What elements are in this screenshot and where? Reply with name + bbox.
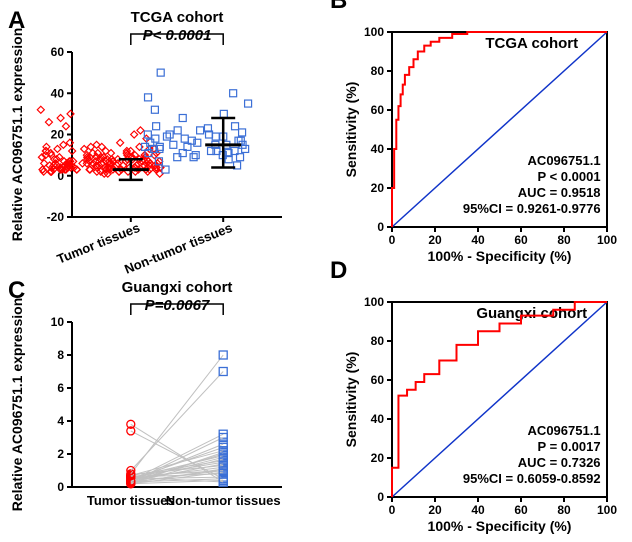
panel-b-stat-1: P < 0.0001: [538, 169, 601, 184]
panel-a-ytick-label: -20: [47, 210, 65, 224]
panel-a-point-tumor: [54, 145, 61, 152]
panel-a-point-tumor: [60, 141, 67, 148]
panel-a-point-nontumor: [153, 123, 160, 130]
panel-b-ytick-label: 40: [371, 142, 385, 156]
panel-c-ytick-label: 4: [57, 414, 64, 428]
panel-a-point-nontumor: [232, 123, 239, 130]
panel-c-ylabel: Relative AC096751.1 expression: [9, 298, 25, 512]
panel-b-xtick-label: 0: [389, 233, 396, 247]
panel-c-ytick-label: 6: [57, 381, 64, 395]
panel-a-point-nontumor: [166, 131, 173, 138]
panel-c-ytick-label: 10: [51, 315, 65, 329]
panel-a-point-tumor: [131, 131, 138, 138]
panel-a-point-nontumor: [179, 115, 186, 122]
panel-d-xtick-label: 60: [514, 503, 528, 517]
panel-b-ytick-label: 80: [371, 64, 385, 78]
panel-b-stat-2: AUC = 0.9518: [518, 185, 601, 200]
panel-d-ytick-label: 100: [364, 295, 384, 309]
panel-a-point-tumor: [37, 106, 44, 113]
panel-a-point-nontumor: [190, 154, 197, 161]
panel-a-point-nontumor: [174, 127, 181, 134]
panel-a-point-nontumor: [157, 69, 164, 76]
panel-d-ylabel: Sensitivity (%): [343, 352, 359, 448]
panel-a-ytick-label: 40: [51, 86, 65, 100]
panel-b-xtick-label: 40: [471, 233, 485, 247]
panel-d-stat-1: P = 0.0017: [538, 439, 601, 454]
panel-d-stat-3: 95%CI = 0.6059-0.8592: [463, 471, 601, 486]
panel-a-point-nontumor: [220, 110, 227, 117]
panel-b-xtick-label: 20: [428, 233, 442, 247]
panel-b-xtick-label: 80: [557, 233, 571, 247]
panel-b-ytick-label: 0: [377, 220, 384, 234]
panel-c-ytick-label: 8: [57, 348, 64, 362]
panel-a-point-nontumor: [230, 90, 237, 97]
panel-c-cat-nontumor: Non-tumor tissues: [166, 493, 281, 508]
panel-letter-d: D: [330, 257, 347, 284]
panel-a-ytick-label: 60: [51, 45, 65, 59]
panel-c-cat-tumor: Tumor tissues: [87, 493, 175, 508]
panel-a-ytick-label: 20: [51, 128, 65, 142]
panel-a-point-nontumor: [192, 152, 199, 159]
panel-a-point-tumor: [45, 119, 52, 126]
panel-a-point-nontumor: [181, 135, 188, 142]
panel-a-point-nontumor: [237, 137, 244, 144]
panel-b-title: TCGA cohort: [485, 35, 578, 52]
panel-a-point-nontumor: [170, 141, 177, 148]
panel-d-stat-0: AC096751.1: [528, 423, 601, 438]
panel-a-point-nontumor: [239, 129, 246, 136]
panel-d-title: Guangxi cohort: [476, 305, 587, 322]
panel-b-ytick-label: 100: [364, 25, 384, 39]
panel-a-point-tumor: [117, 139, 124, 146]
panel-d-xtick-label: 80: [557, 503, 571, 517]
panel-a-point-nontumor: [151, 106, 158, 113]
panel-a-point-nontumor: [145, 94, 152, 101]
panel-d-ytick-label: 60: [371, 373, 385, 387]
panel-letter-b: B: [330, 0, 347, 14]
panel-b-ytick-label: 60: [371, 103, 385, 117]
panel-d-xtick-label: 20: [428, 503, 442, 517]
panel-a-point-tumor: [137, 127, 144, 134]
panel-c-pair-line: [131, 372, 223, 471]
panel-d-ytick-label: 0: [377, 490, 384, 504]
panel-c-title: Guangxi cohort: [122, 279, 233, 296]
panel-a-point-nontumor: [197, 127, 204, 134]
panel-c-ytick-label: 2: [57, 447, 64, 461]
panel-a-point-nontumor: [245, 100, 252, 107]
panel-d-xlabel: 100% - Specificity (%): [428, 518, 572, 534]
panel-b-xtick-label: 100: [597, 233, 617, 247]
panel-d-stat-2: AUC = 0.7326: [518, 455, 601, 470]
panel-d-xtick-label: 40: [471, 503, 485, 517]
panel-d-ytick-label: 20: [371, 451, 385, 465]
panel-d-xtick-label: 100: [597, 503, 617, 517]
panel-a-point-nontumor: [152, 135, 159, 142]
panel-d-ytick-label: 80: [371, 334, 385, 348]
panel-c-ytick-label: 0: [57, 480, 64, 494]
panel-b-stat-0: AC096751.1: [528, 153, 601, 168]
panel-c-pvalue: P=0.0067: [145, 297, 210, 314]
panel-b-stat-3: 95%CI = 0.9261-0.9776: [463, 201, 601, 216]
panel-a-point-nontumor: [163, 133, 170, 140]
panel-a-point-tumor: [57, 115, 64, 122]
panel-a-point-nontumor: [242, 145, 249, 152]
panel-a-title: TCGA cohort: [131, 9, 224, 26]
panel-b-ylabel: Sensitivity (%): [343, 82, 359, 178]
panel-a-pvalue: P< 0.0001: [143, 27, 212, 44]
panel-a-ylabel: Relative AC096751.1 expression: [9, 28, 25, 242]
panel-d-ytick-label: 40: [371, 412, 385, 426]
panel-b-xlabel: 100% - Specificity (%): [428, 248, 572, 264]
panel-a-point-nontumor: [212, 133, 219, 140]
panel-d-xtick-label: 0: [389, 503, 396, 517]
panel-b-ytick-label: 20: [371, 181, 385, 195]
panel-b-xtick-label: 60: [514, 233, 528, 247]
